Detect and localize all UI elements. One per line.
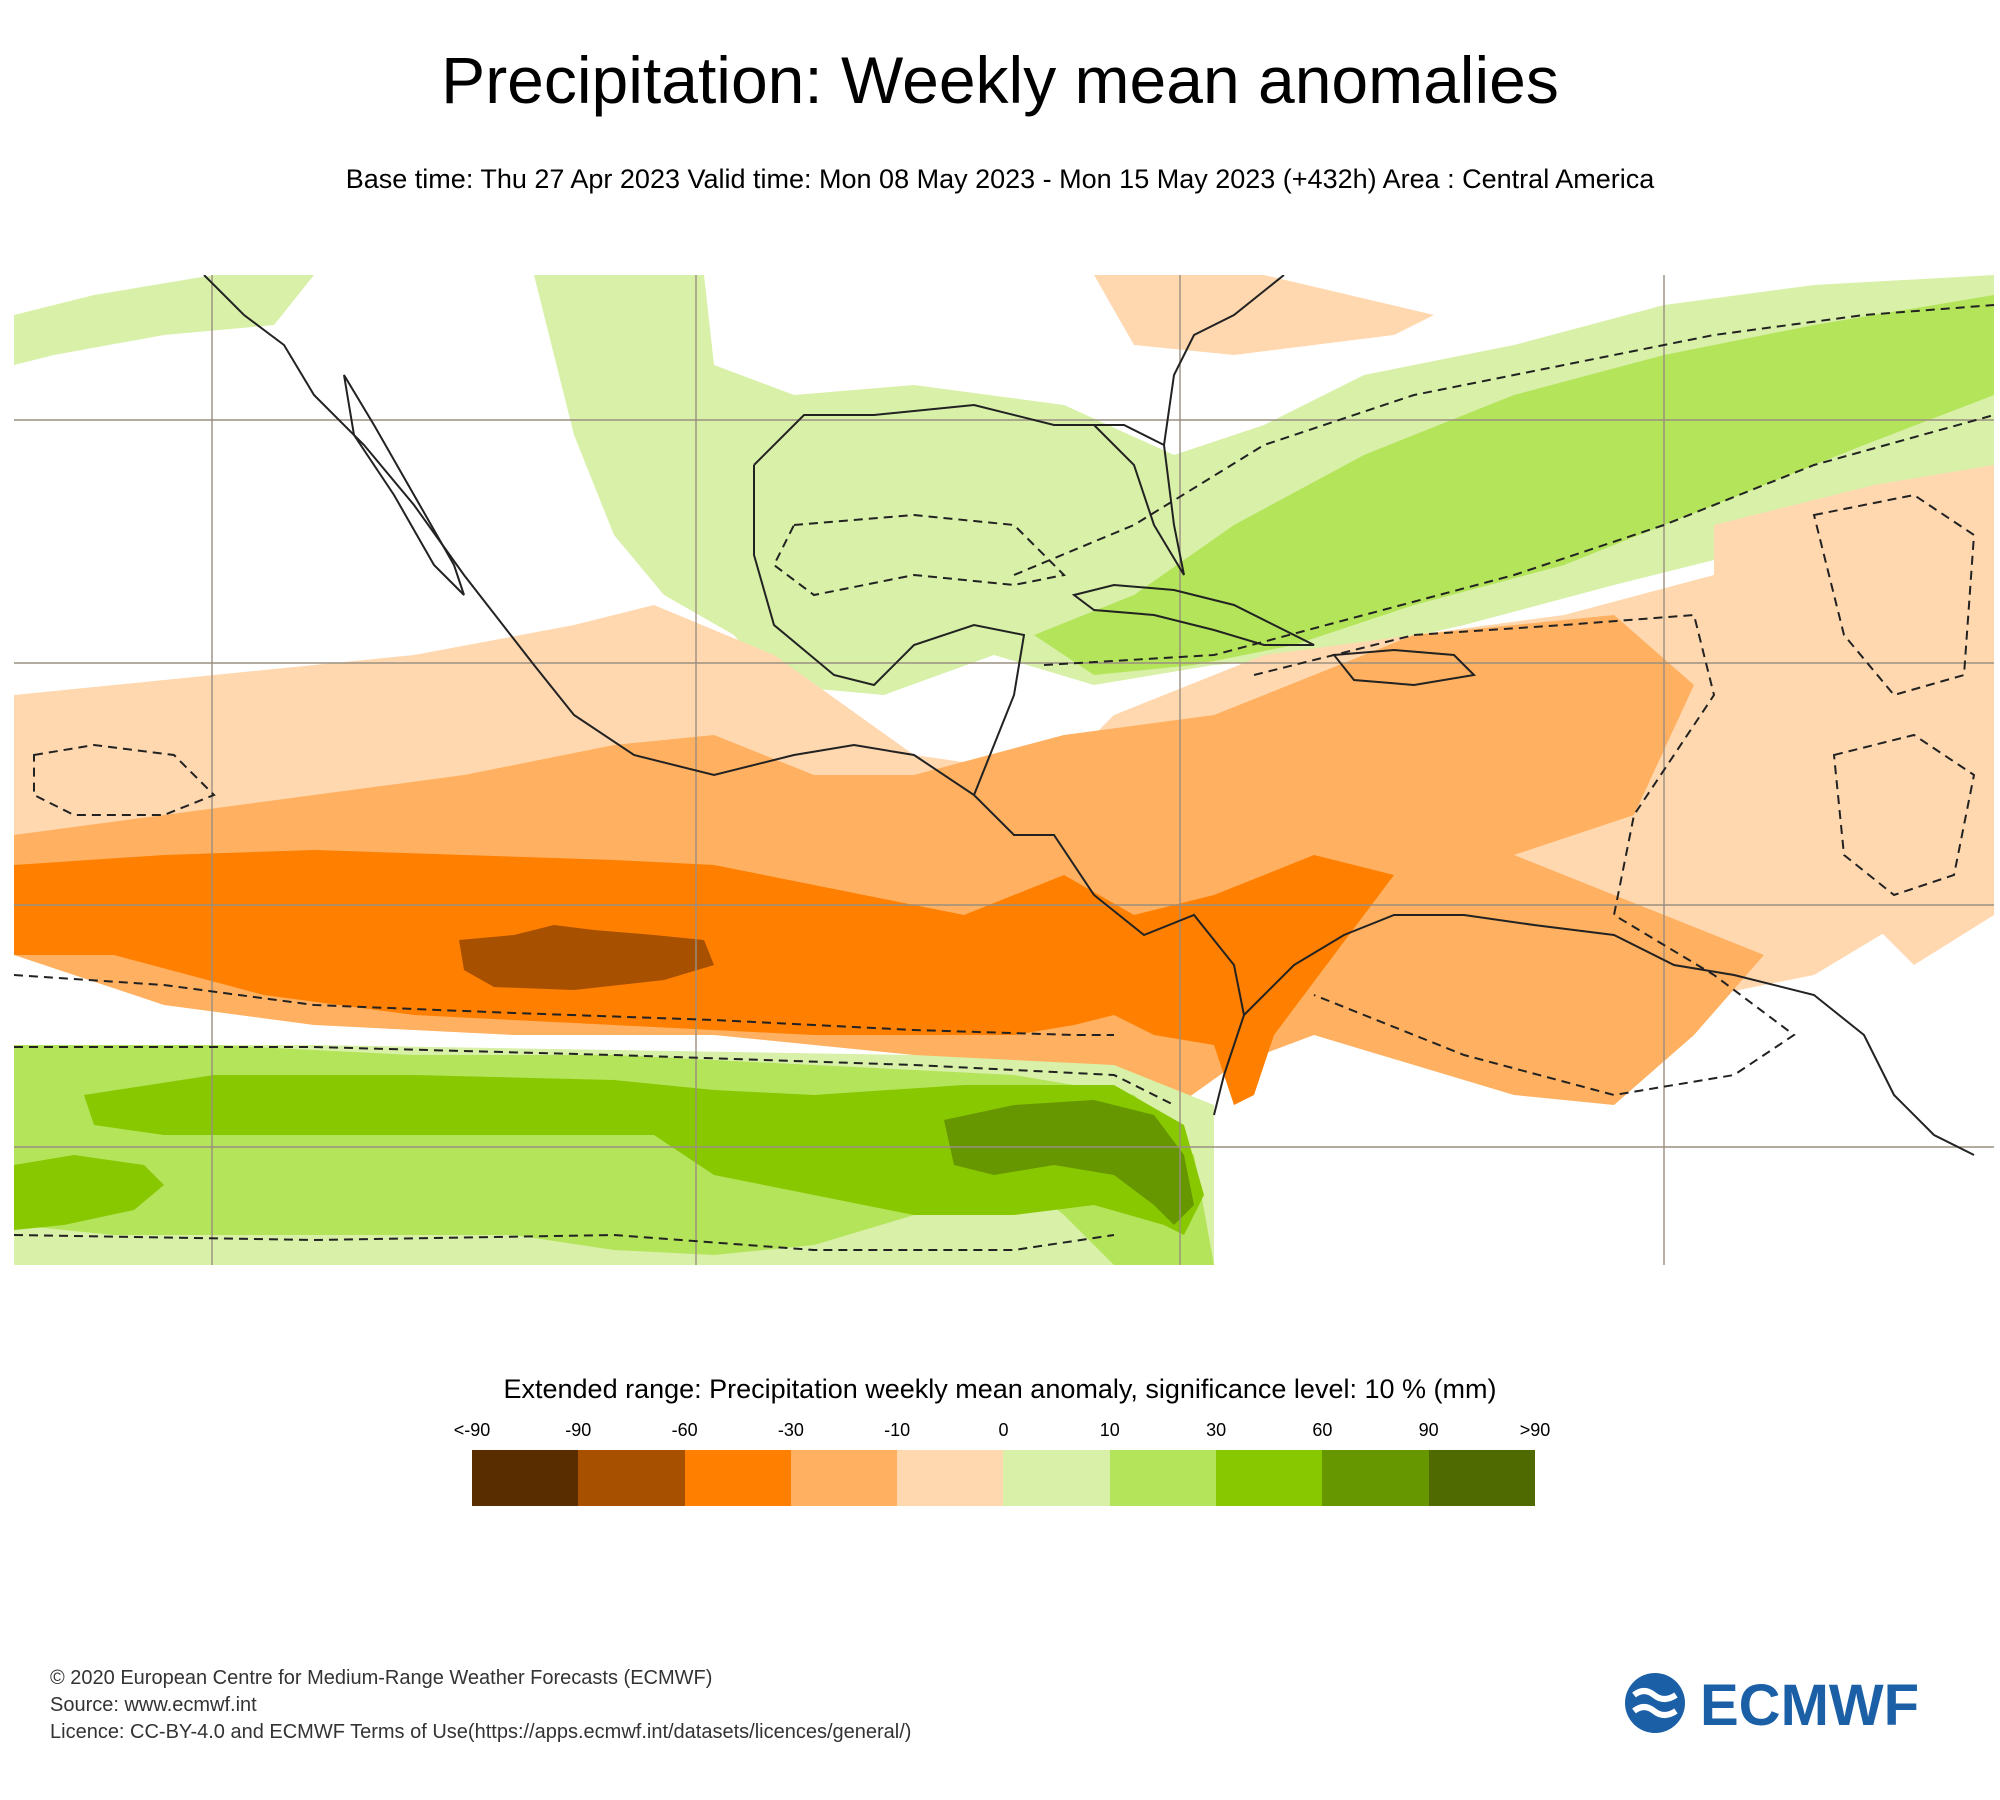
legend-swatch (1003, 1450, 1110, 1506)
legend-swatch (472, 1450, 579, 1506)
legend-swatch (1109, 1450, 1217, 1506)
significance-contour (14, 974, 1114, 1036)
positive-anomaly-region-south-strong-west (14, 1155, 164, 1230)
significance-contour (772, 513, 1067, 597)
legend-tick-label: -10 (884, 1420, 911, 1440)
legend-tick-label: 30 (1206, 1420, 1227, 1440)
legend-swatch (1216, 1450, 1323, 1506)
negative-anomaly-region-florida (1094, 275, 1434, 355)
legend-tick-label: -60 (671, 1420, 698, 1440)
ecmwf-logo: ECMWF (1625, 1673, 1919, 1738)
significance-contour (1013, 304, 1994, 576)
legend-swatch (684, 1450, 791, 1506)
graticule (14, 275, 1994, 1265)
coastline-cuba (1071, 583, 1315, 646)
legend-swatch (1428, 1450, 1535, 1506)
legend-swatch (790, 1450, 898, 1506)
legend-tick-label: >90 (1519, 1420, 1551, 1440)
legend-colorbar (472, 1450, 1535, 1506)
positive-anomaly-region-atlantic (1034, 295, 1994, 675)
positive-anomaly-region-south-intense (944, 1100, 1194, 1225)
coastlines (203, 275, 1975, 1156)
coastline-hispaniola (1332, 648, 1477, 687)
footer: © 2020 European Centre for Medium-Range … (50, 1665, 911, 1746)
significance-contour (1043, 414, 1994, 666)
negative-anomaly-region-severe (459, 925, 714, 990)
significance-contour (14, 1046, 1175, 1106)
legend-swatch (1322, 1450, 1429, 1506)
legend-tick-label: 90 (1418, 1420, 1439, 1440)
significance-contour (1812, 493, 1976, 697)
coastline-baja (343, 374, 465, 596)
legend-swatch (897, 1450, 1004, 1506)
legend-title: Extended range: Precipitation weekly mea… (503, 1374, 1497, 1404)
positive-anomaly-region-northwest (14, 275, 314, 365)
anomaly-map (14, 275, 1994, 1265)
legend-tick-label: <-90 (453, 1420, 491, 1440)
significance-contour (1253, 613, 1796, 1097)
coastline-south-america (1243, 914, 1975, 1156)
legend-tick-label: 10 (1099, 1420, 1120, 1440)
significance-contour (33, 743, 216, 816)
chart-title: Precipitation: Weekly mean anomalies (441, 43, 1559, 117)
coastline-yucatan (753, 465, 1026, 796)
ecmwf-logo-mark (1625, 1673, 1685, 1733)
licence-text: Licence: CC-BY-4.0 and ECMWF Terms of Us… (50, 1721, 912, 1743)
legend-swatch (578, 1450, 685, 1506)
legend-ticks: <-90 -90 -60 -30 -10 0 10 30 60 90 >90 (454, 1420, 1551, 1444)
significance-contour (1832, 733, 1976, 897)
legend-tick-label: -90 (565, 1420, 592, 1440)
positive-anomaly-region-south-strong (84, 1075, 1204, 1235)
negative-anomaly-region-strong (14, 850, 1394, 1105)
coastline-florida (1163, 275, 1285, 446)
legend-tick-label: -30 (777, 1420, 804, 1440)
legend-tick-label: 60 (1312, 1420, 1333, 1440)
legend-tick-label: 0 (998, 1420, 1009, 1440)
negative-anomaly-region-east-atlantic (1714, 465, 1994, 965)
ecmwf-logo-text: ECMWF (1700, 1673, 1919, 1738)
copyright-text: © 2020 European Centre for Medium-Range … (50, 1667, 713, 1689)
source-text: Source: www.ecmwf.int (50, 1694, 257, 1716)
coastline-gulf (753, 403, 1185, 576)
significance-contours (14, 304, 1994, 1251)
chart-subtitle: Base time: Thu 27 Apr 2023 Valid time: M… (345, 164, 1655, 194)
